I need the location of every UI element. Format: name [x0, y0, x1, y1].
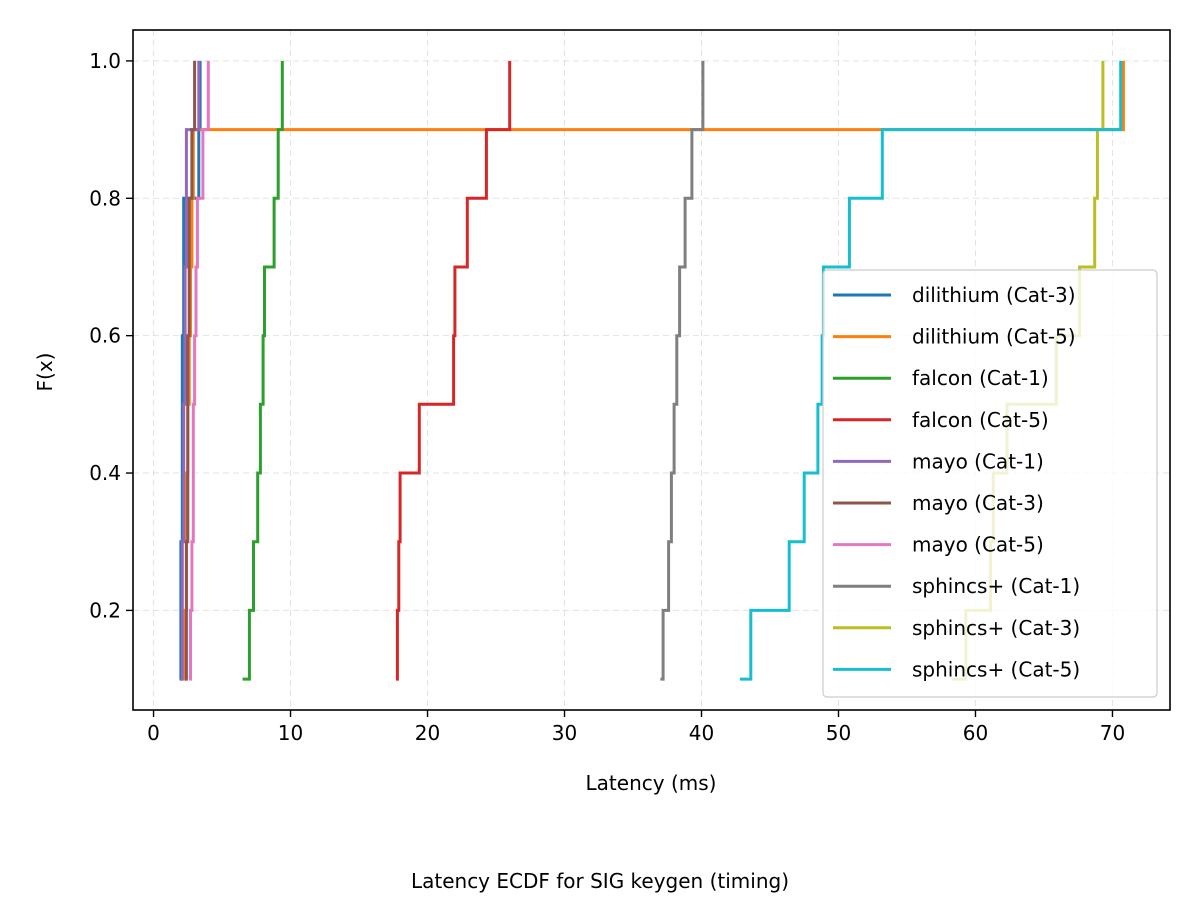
x-tick-label: 60	[963, 721, 988, 745]
x-axis-ticks: 0 10 20 30 40 50 60 70	[147, 710, 1125, 745]
y-tick-label: 0.2	[89, 598, 121, 622]
legend-label: mayo (Cat-5)	[912, 533, 1044, 557]
x-tick-label: 30	[552, 721, 577, 745]
series-line	[189, 60, 210, 681]
x-axis-title: Latency (ms)	[586, 771, 717, 795]
legend-label: sphincs+ (Cat-5)	[912, 657, 1080, 681]
series-line	[242, 60, 284, 681]
legend-label: falcon (Cat-1)	[912, 366, 1049, 390]
legend-label: mayo (Cat-3)	[912, 491, 1044, 515]
x-tick-label: 70	[1100, 721, 1125, 745]
x-tick-label: 0	[147, 721, 160, 745]
legend-label: sphincs+ (Cat-1)	[912, 574, 1080, 598]
legend: dilithium (Cat-3) dilithium (Cat-5) falcon…	[822, 269, 1158, 698]
series-line	[184, 60, 197, 681]
y-tick-label: 0.6	[89, 324, 121, 348]
plot-frame	[132, 29, 1171, 711]
x-tick-label: 50	[826, 721, 851, 745]
legend-label: dilithium (Cat-3)	[912, 283, 1076, 307]
x-tick-label: 10	[278, 721, 303, 745]
chart-caption: Latency ECDF for SIG keygen (timing)	[411, 869, 789, 893]
legend-label: dilithium (Cat-5)	[912, 325, 1076, 349]
x-tick-label: 40	[689, 721, 714, 745]
series-line	[739, 60, 1123, 681]
legend-box	[822, 269, 1158, 698]
series-line	[660, 60, 705, 681]
y-axis-ticks: 0.2 0.4 0.6 0.8 1.0	[89, 49, 133, 622]
legend-label: mayo (Cat-1)	[912, 449, 1044, 473]
x-tick-label: 20	[415, 721, 440, 745]
y-axis-title: F(x)	[33, 353, 57, 392]
y-tick-label: 0.8	[89, 186, 121, 210]
series-line	[395, 60, 512, 681]
legend-label: falcon (Cat-5)	[912, 408, 1049, 432]
series-line	[180, 60, 201, 681]
y-tick-label: 1.0	[89, 49, 121, 73]
legend-label: sphincs+ (Cat-3)	[912, 616, 1080, 640]
y-tick-label: 0.4	[89, 461, 121, 485]
